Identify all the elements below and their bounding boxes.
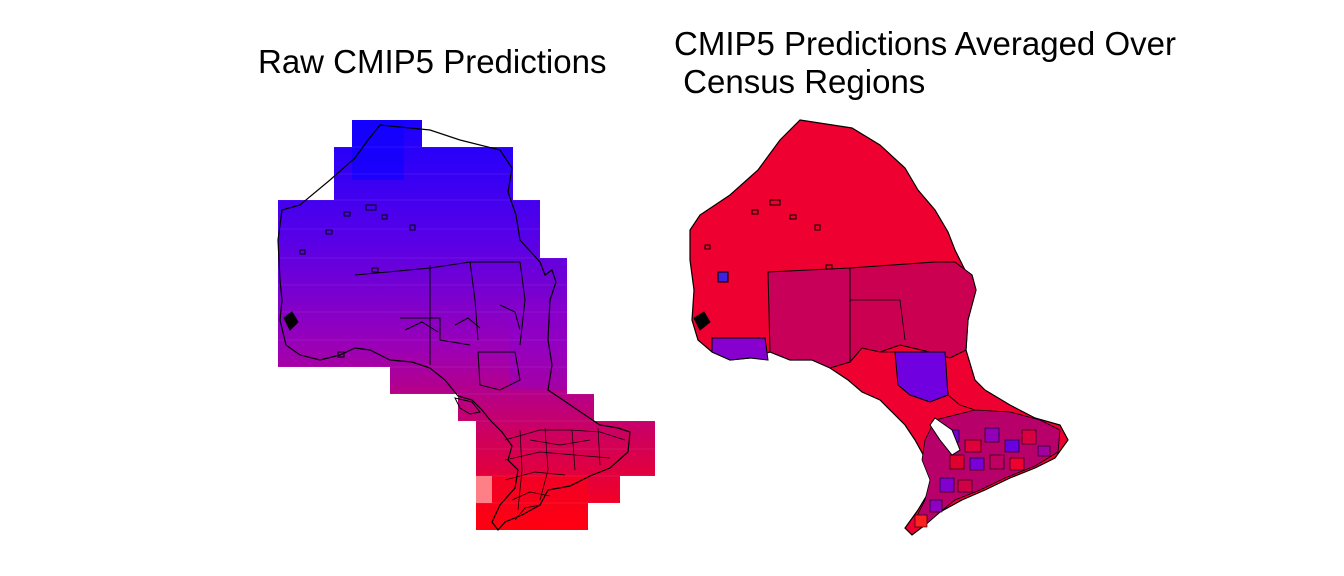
census-south-patches: [914, 427, 1051, 528]
census-large-lake: [929, 417, 961, 456]
census-lakes: [693, 199, 833, 331]
census-inner-boundaries: [850, 299, 976, 411]
raw-province-outline: [277, 124, 631, 531]
census-region-small-blue: [717, 271, 729, 283]
census-region-central-west: [767, 267, 851, 369]
census-region-central-east: [849, 261, 977, 364]
raw-raster-map: [277, 120, 655, 531]
left-panel-title: Raw CMIP5 Predictions: [258, 43, 607, 80]
census-region-purple-west: [711, 337, 769, 361]
right-panel-title-line1: CMIP5 Predictions Averaged Over: [674, 25, 1176, 62]
census-region-purple-center: [894, 351, 949, 403]
raw-region-boundaries: [354, 261, 526, 391]
raw-raster-cells: [278, 120, 655, 530]
raw-lakes: [283, 204, 481, 415]
right-panel-title-line2: Census Regions: [674, 63, 926, 100]
census-average-map: [689, 119, 1069, 536]
raw-southern-divisions: [504, 427, 626, 521]
